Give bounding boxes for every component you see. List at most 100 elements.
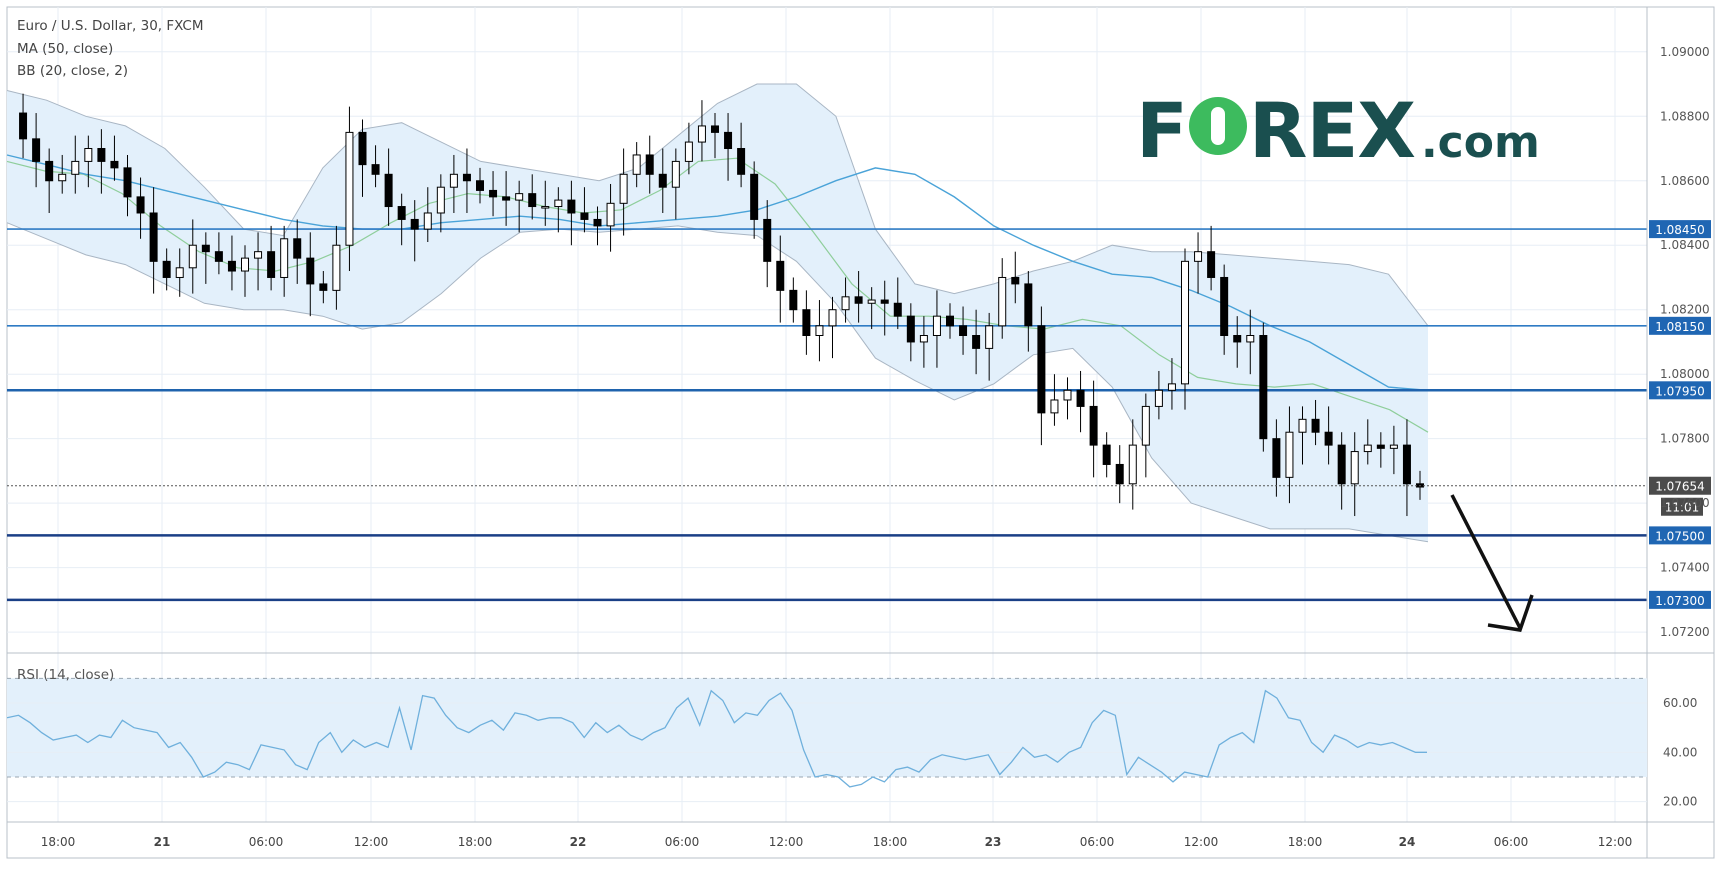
candle-body — [737, 148, 746, 175]
candle-body — [1350, 451, 1359, 485]
candle-body — [1167, 383, 1176, 391]
x-tick-label: 12:00 — [1184, 835, 1219, 849]
candle-body — [1141, 405, 1150, 446]
candle-body — [1363, 444, 1372, 453]
candle-body — [32, 138, 41, 162]
level-price-tag — [1649, 381, 1711, 400]
logo-dotcom: .com — [1420, 117, 1540, 168]
candle-body — [1037, 325, 1046, 414]
candle-body — [841, 296, 850, 311]
candle-body — [332, 244, 341, 291]
candle-body — [645, 154, 654, 175]
countdown-label: 11:01 — [1665, 501, 1700, 515]
candle-body — [358, 131, 367, 166]
candle-body — [606, 202, 615, 227]
candle-body — [149, 212, 158, 262]
level-price-tag — [1649, 316, 1711, 335]
candle-body — [1063, 389, 1072, 401]
level-price-label: 1.07300 — [1655, 594, 1705, 608]
candle-body — [384, 173, 393, 208]
x-tick-label: 12:00 — [1598, 835, 1633, 849]
candle-body — [906, 315, 915, 343]
candle-body — [1337, 444, 1346, 485]
candle-body — [528, 193, 537, 208]
candle-body — [162, 260, 171, 278]
candle-body — [619, 173, 628, 204]
y-tick-label: 1.08200 — [1660, 303, 1710, 317]
candle-body — [815, 325, 824, 336]
level-price-label: 1.07950 — [1655, 384, 1705, 398]
candle-body — [828, 309, 837, 327]
bollinger-band-fill — [7, 84, 1428, 542]
rsi-y-tick-label: 40.00 — [1663, 745, 1697, 759]
candle-body — [1233, 335, 1242, 343]
candle-body — [1154, 389, 1163, 407]
candle-body — [97, 148, 106, 162]
last-price-tag — [1649, 476, 1711, 495]
candle-body — [711, 125, 719, 133]
y-tick-label: 1.08000 — [1660, 367, 1710, 381]
level-price-tag — [1649, 526, 1711, 545]
candle-body — [1207, 251, 1216, 278]
candle-body — [932, 315, 941, 336]
candle-body — [319, 283, 328, 291]
candle-body — [515, 193, 524, 201]
x-tick-label: 18:00 — [41, 835, 76, 849]
x-tick-label: 18:00 — [458, 835, 493, 849]
x-tick-label: 06:00 — [1080, 835, 1115, 849]
level-price-tag — [1649, 590, 1711, 609]
candle-body — [1194, 251, 1203, 262]
forecast-arrow-head — [1487, 594, 1534, 632]
candle-body — [998, 276, 1007, 327]
candle-body — [1311, 418, 1320, 433]
countdown-tag — [1661, 497, 1703, 516]
x-tick-label: 12:00 — [769, 835, 804, 849]
x-tick-label: 06:00 — [1494, 835, 1529, 849]
x-tick-label: 18:00 — [1288, 835, 1323, 849]
candle-body — [227, 260, 236, 272]
level-price-label: 1.08450 — [1655, 223, 1705, 237]
bb-indicator-label[interactable]: BB (20, close, 2) — [17, 63, 129, 79]
candle-body — [254, 251, 263, 259]
rsi-band-fill — [7, 678, 1647, 777]
candle-body — [724, 131, 733, 150]
candle-body — [293, 238, 302, 259]
x-tick-label: 06:00 — [665, 835, 700, 849]
y-tick-label: 1.08800 — [1660, 109, 1710, 123]
candle-body — [58, 173, 67, 182]
candle-body — [802, 309, 811, 337]
candle-body — [214, 251, 223, 262]
ma-indicator-label[interactable]: MA (50, close) — [17, 41, 114, 57]
rsi-line — [6, 689, 1427, 788]
candle-body — [1024, 283, 1033, 327]
x-tick-label: 24 — [1399, 835, 1416, 849]
candle-body — [893, 302, 902, 317]
candle-body — [1181, 260, 1189, 385]
rsi-y-tick-label: 60.00 — [1663, 696, 1697, 710]
candle-body — [671, 160, 680, 188]
y-tick-label: 1.09000 — [1660, 45, 1710, 59]
y-tick-label: 1.07200 — [1660, 625, 1710, 639]
candle-body — [541, 206, 550, 209]
candle-body — [750, 173, 759, 220]
candle-body — [1376, 444, 1385, 449]
candle-body — [880, 299, 889, 304]
candle-body — [123, 167, 132, 198]
candle-body — [175, 267, 184, 278]
candle-body — [136, 196, 145, 214]
candle-body — [1115, 463, 1124, 485]
candle-body — [658, 173, 667, 188]
x-tick-label: 22 — [570, 835, 587, 849]
candle-body — [462, 173, 471, 182]
candle-body — [1272, 438, 1281, 478]
candle-body — [946, 315, 954, 327]
rsi-indicator-label[interactable]: RSI (14, close) — [17, 667, 115, 683]
candle-body — [580, 212, 589, 220]
candle-body — [84, 148, 93, 162]
candle-body — [410, 218, 419, 230]
y-tick-label: 1.08400 — [1660, 238, 1710, 252]
candle-body — [1011, 276, 1020, 285]
candle-body — [71, 160, 80, 175]
candle-body — [267, 251, 276, 278]
